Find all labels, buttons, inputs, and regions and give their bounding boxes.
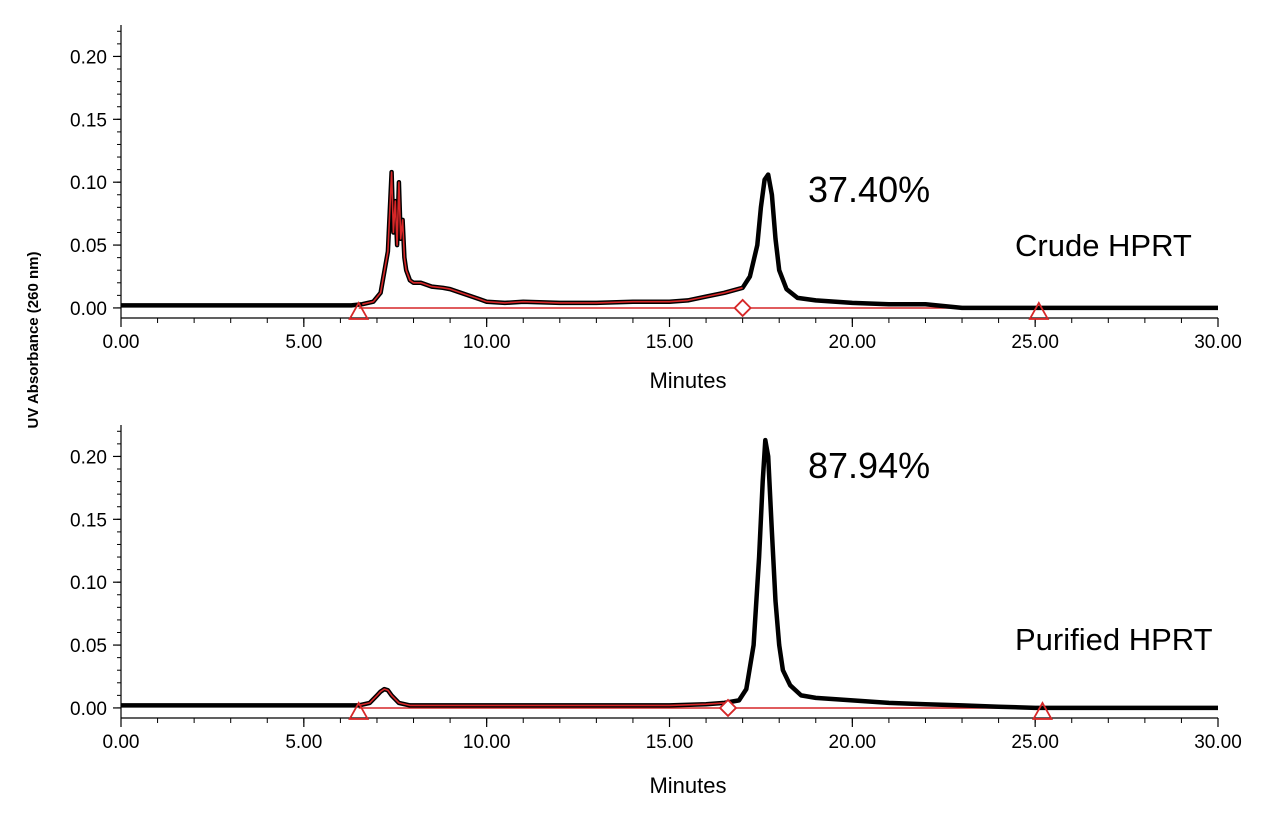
x-tick-label: 25.00 <box>1011 332 1059 353</box>
panel-purified: 87.94% Purified HPRT Minutes 0.00 0.05 0.1… <box>70 425 1242 798</box>
y-tick-label: 0.20 <box>70 47 107 68</box>
x-tick-label: 30.00 <box>1194 332 1242 353</box>
x-tick-label: 10.00 <box>463 332 511 353</box>
y-axis-title: UV Absorbance (260 nm) <box>25 252 42 429</box>
sample-name-annotation: Crude HPRT <box>1015 228 1192 263</box>
x-tick-label: 5.00 <box>285 732 322 753</box>
x-tick-label: 25.00 <box>1011 732 1059 753</box>
y-tick-label: 0.20 <box>70 447 107 468</box>
diamond-marker <box>718 698 738 718</box>
diamond-marker <box>733 298 752 318</box>
panel-crude: 37.40% Crude HPRT Minutes 0.00 0.05 0.10 0.… <box>70 25 1242 393</box>
y-tick-label: 0.10 <box>70 173 107 194</box>
y-tick-label: 0.00 <box>70 299 107 320</box>
y-tick-label: 0.15 <box>70 510 107 531</box>
purity-annotation: 37.40% <box>808 169 930 210</box>
x-tick-label: 5.00 <box>285 332 322 353</box>
integrated-region-trace <box>358 688 725 707</box>
x-tick-label: 0.00 <box>103 732 140 753</box>
x-tick-label: 15.00 <box>646 732 694 753</box>
x-tick-label: 0.00 <box>103 332 140 353</box>
y-tick-label: 0.10 <box>70 573 107 594</box>
triangle-marker <box>1028 301 1050 320</box>
x-axis-title: Minutes <box>649 368 726 393</box>
y-tick-label: 0.05 <box>70 236 107 257</box>
x-axis-title: Minutes <box>649 773 726 798</box>
y-tick-label: 0.00 <box>70 699 107 720</box>
y-tick-label: 0.15 <box>70 110 107 131</box>
x-tick-label: 10.00 <box>463 732 511 753</box>
x-tick-label: 15.00 <box>646 332 694 353</box>
triangle-marker <box>1031 701 1054 720</box>
x-tick-label: 30.00 <box>1194 732 1242 753</box>
purity-annotation: 87.94% <box>808 445 930 486</box>
sample-name-annotation: Purified HPRT <box>1015 622 1213 657</box>
triangle-marker <box>348 701 370 720</box>
integrated-region-trace <box>362 171 743 305</box>
triangle-marker <box>348 301 370 320</box>
x-tick-label: 20.00 <box>829 732 877 753</box>
x-tick-label: 20.00 <box>829 332 877 353</box>
y-tick-label: 0.05 <box>70 636 107 657</box>
